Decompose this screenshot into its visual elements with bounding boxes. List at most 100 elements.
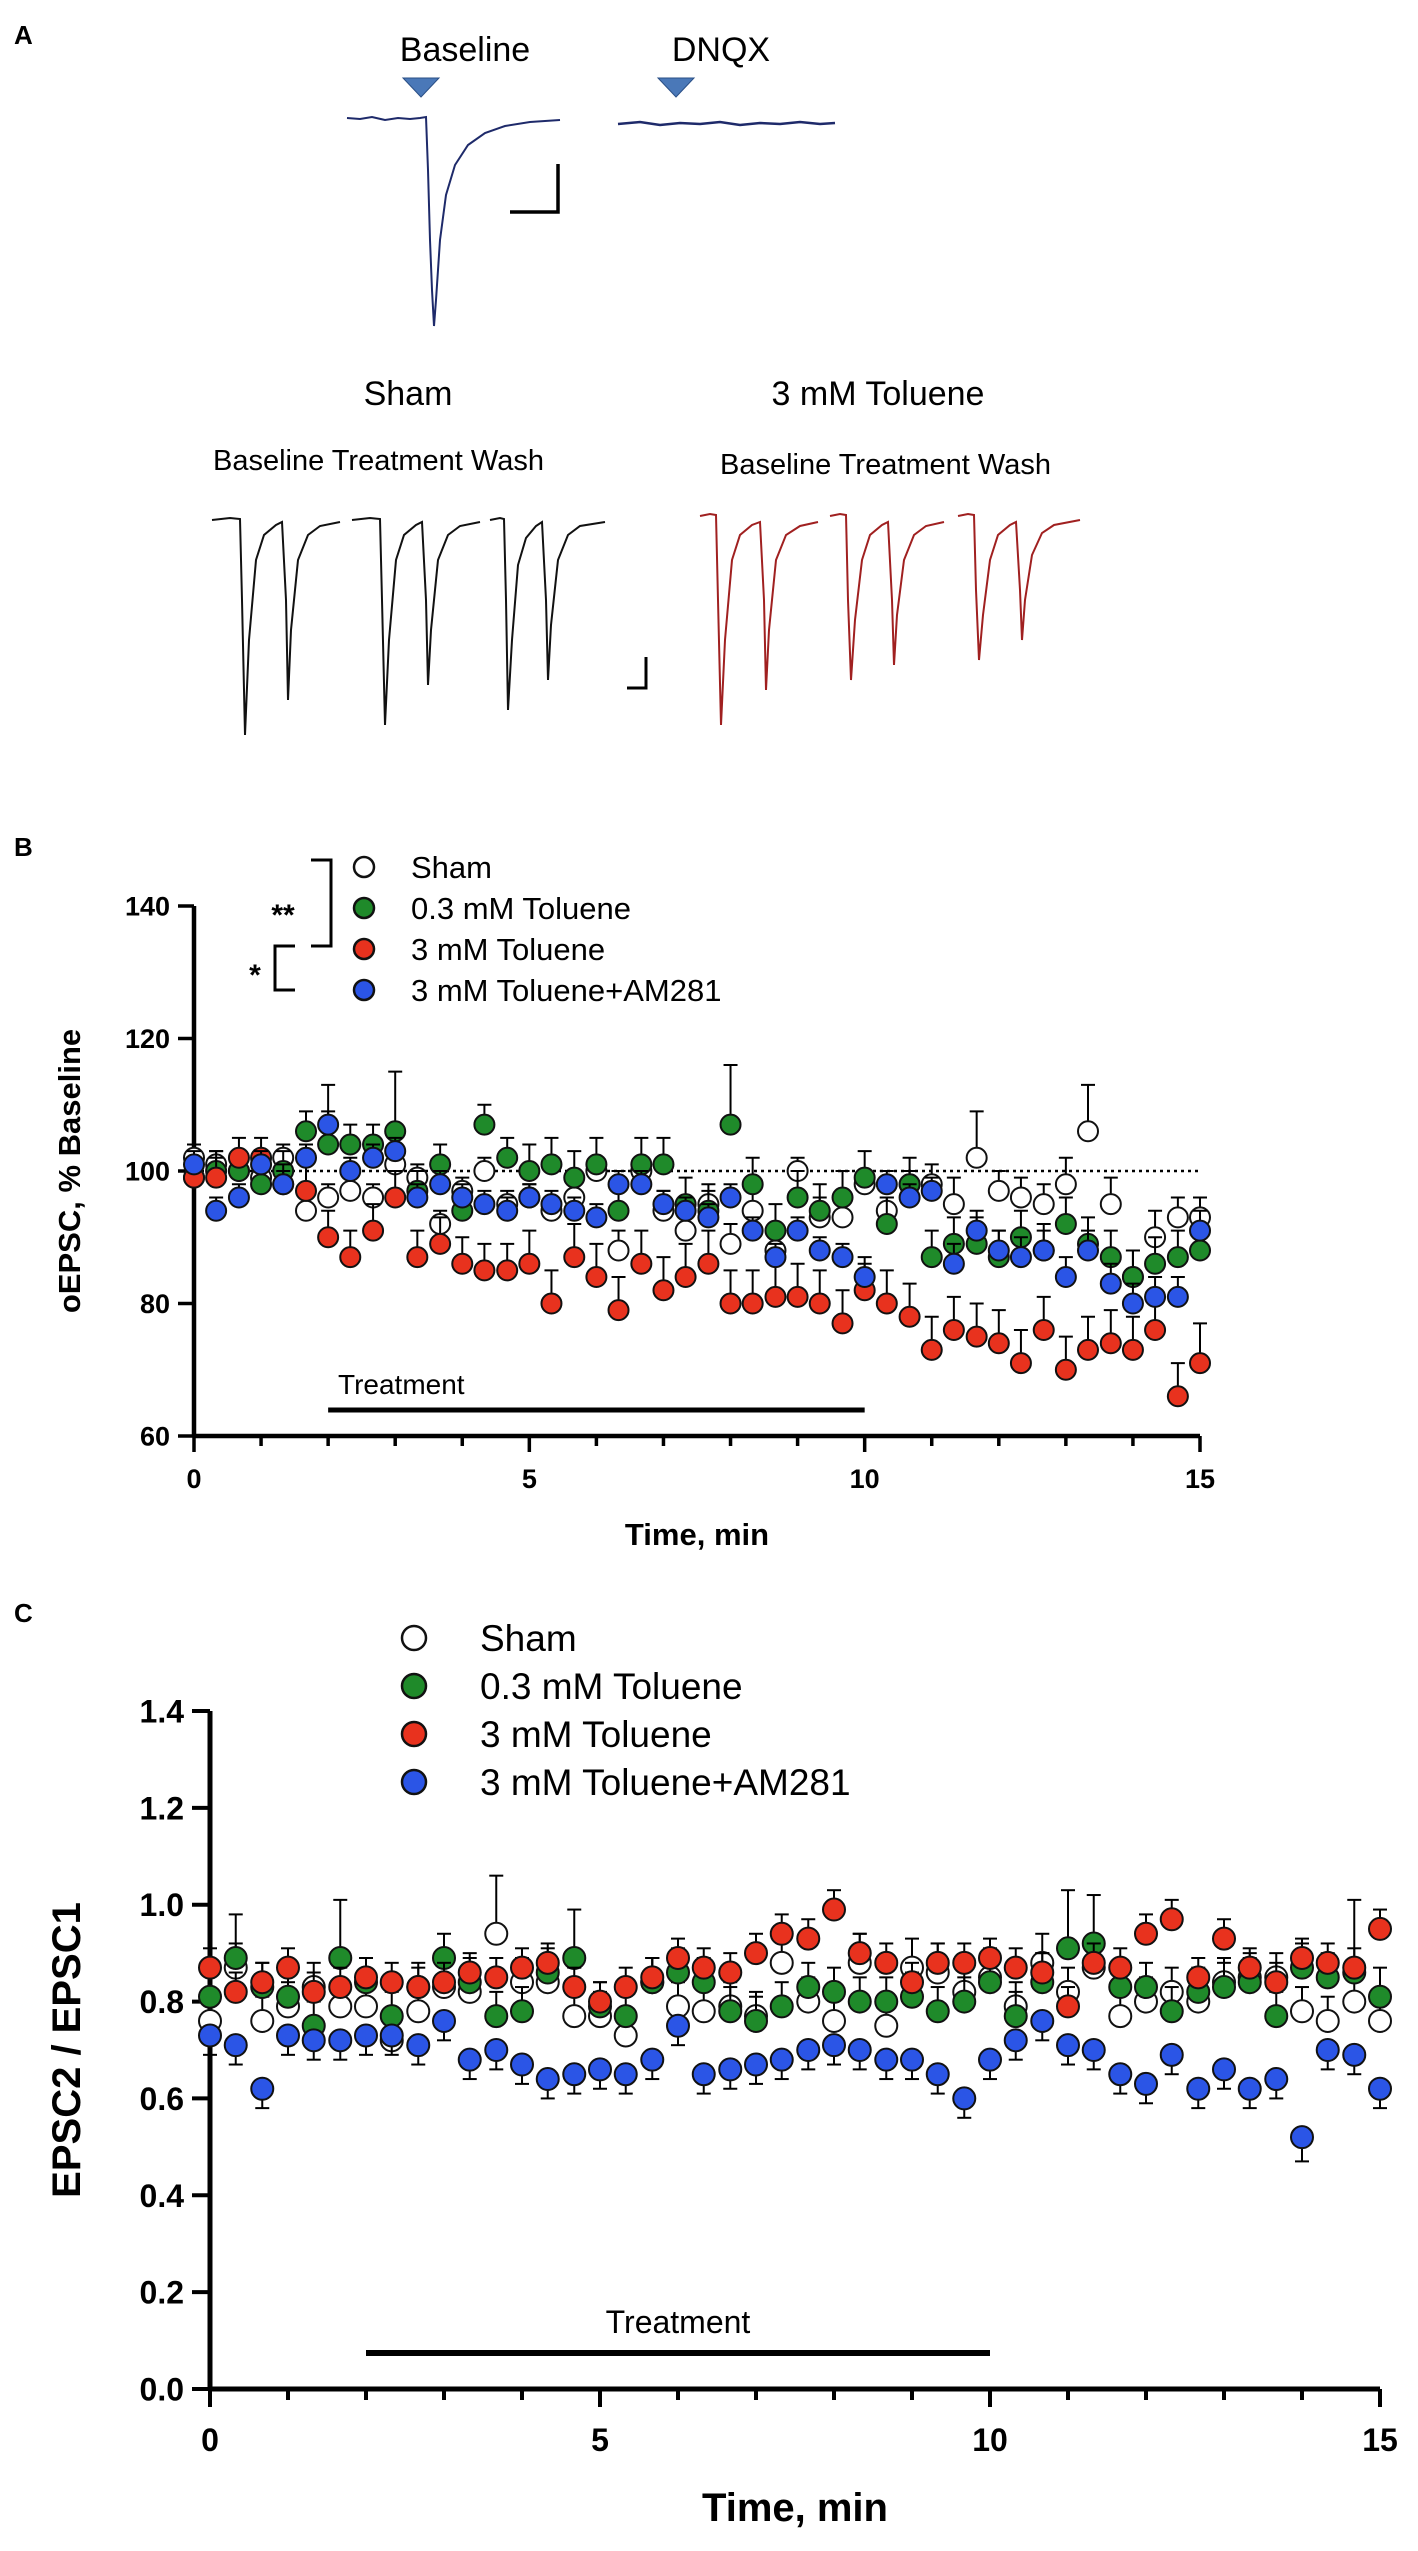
data-point bbox=[718, 2057, 743, 2082]
data-point bbox=[510, 2052, 534, 2077]
data-point bbox=[965, 1219, 988, 1242]
data-point bbox=[652, 1153, 675, 1176]
y-tick-label: 0.2 bbox=[140, 2275, 184, 2311]
data-point bbox=[965, 1146, 988, 1169]
data-point bbox=[1032, 1193, 1055, 1216]
legend-marker-toluene_am281 bbox=[400, 1768, 428, 1796]
legend-marker-toluene_03 bbox=[400, 1672, 428, 1700]
data-point bbox=[510, 1955, 534, 1980]
data-point bbox=[429, 1232, 452, 1255]
data-point bbox=[510, 1999, 534, 2024]
data-point bbox=[847, 2038, 872, 2062]
data-point bbox=[769, 1921, 794, 1946]
data-point bbox=[1009, 1352, 1032, 1375]
x-tick-label: 10 bbox=[850, 1464, 880, 1494]
series-toluene_03 bbox=[183, 1064, 1211, 1288]
y-tick-label: 0.6 bbox=[140, 2081, 184, 2117]
data-point bbox=[874, 1950, 899, 1975]
legend-label-toluene_am281: 3 mM Toluene+AM281 bbox=[411, 973, 721, 1008]
data-point bbox=[847, 1989, 872, 2014]
data-point bbox=[607, 1239, 630, 1262]
data-point bbox=[540, 1193, 563, 1216]
data-point bbox=[339, 1246, 362, 1269]
data-point bbox=[1009, 1246, 1032, 1269]
series-sham bbox=[198, 1874, 1392, 2053]
data-point bbox=[796, 1926, 821, 1951]
data-point bbox=[223, 2033, 248, 2058]
data-point bbox=[406, 1186, 429, 1209]
data-point bbox=[769, 1994, 794, 2019]
significance-label-1: ** bbox=[271, 899, 295, 932]
y-tick-label: 1.0 bbox=[140, 1887, 184, 1923]
data-point bbox=[562, 2062, 587, 2087]
data-point bbox=[362, 1146, 385, 1169]
data-point bbox=[719, 1232, 742, 1255]
data-point bbox=[432, 1970, 456, 1995]
x-tick-label: 10 bbox=[972, 2422, 1008, 2458]
data-point bbox=[588, 2057, 612, 2082]
data-point bbox=[965, 1325, 988, 1348]
sham-traces bbox=[211, 516, 606, 736]
data-point bbox=[769, 2047, 794, 2072]
data-point bbox=[978, 2047, 1002, 2072]
series-toluene_am281 bbox=[183, 1110, 1211, 1315]
data-point bbox=[853, 1266, 876, 1288]
data-point bbox=[473, 1193, 496, 1216]
toluene-sublabels: Baseline Treatment Wash bbox=[720, 449, 1051, 481]
data-point bbox=[853, 1166, 876, 1189]
data-point bbox=[630, 1252, 653, 1275]
data-point bbox=[317, 1186, 340, 1209]
data-point bbox=[925, 1950, 950, 1975]
data-point bbox=[250, 2076, 275, 2101]
panel-c-letter: C bbox=[14, 1598, 33, 1628]
data-point bbox=[1315, 2038, 1340, 2062]
data-point bbox=[898, 1186, 921, 1209]
data-point bbox=[1159, 2042, 1184, 2067]
data-point bbox=[1264, 1970, 1289, 1995]
data-point bbox=[406, 1975, 431, 2000]
y-tick-label: 60 bbox=[140, 1422, 170, 1452]
data-point bbox=[535, 1950, 560, 1975]
data-point bbox=[900, 2047, 924, 2072]
data-point bbox=[1076, 1239, 1099, 1262]
data-point bbox=[1290, 1999, 1314, 2024]
data-point bbox=[562, 1975, 587, 2000]
data-point bbox=[607, 1173, 630, 1196]
data-point bbox=[874, 2047, 899, 2072]
data-point bbox=[535, 2067, 560, 2092]
chart-b-axes: 0 5 10 15 60 80 100 120 140 bbox=[125, 892, 1215, 1494]
data-point bbox=[1003, 2028, 1028, 2053]
x-tick-label: 15 bbox=[1362, 2422, 1398, 2458]
data-point bbox=[1099, 1332, 1122, 1355]
y-tick-label: 0.0 bbox=[140, 2372, 184, 2408]
data-point bbox=[1189, 1219, 1211, 1242]
data-point bbox=[1108, 2062, 1133, 2087]
data-point bbox=[764, 1246, 787, 1269]
toluene-title: 3 mM Toluene bbox=[772, 375, 985, 413]
data-point bbox=[451, 1186, 474, 1209]
data-point bbox=[697, 1252, 720, 1275]
legend-marker-toluene_am281 bbox=[352, 978, 376, 1002]
data-point bbox=[1076, 1338, 1099, 1361]
data-point bbox=[898, 1305, 921, 1328]
data-point bbox=[697, 1206, 720, 1229]
data-point bbox=[328, 2028, 353, 2053]
data-point bbox=[630, 1173, 653, 1196]
data-point bbox=[1009, 1186, 1032, 1209]
data-point bbox=[406, 1999, 431, 2024]
data-point bbox=[1134, 1975, 1158, 2000]
significance-bracket-2 bbox=[273, 944, 295, 992]
panel-a-letter: A bbox=[14, 20, 33, 50]
data-point bbox=[786, 1186, 809, 1209]
data-point bbox=[952, 1989, 977, 2014]
x-tick-label: 15 bbox=[1185, 1464, 1215, 1494]
data-point bbox=[295, 1120, 318, 1143]
data-point bbox=[786, 1219, 809, 1242]
dnqx-trace bbox=[617, 120, 836, 127]
data-point bbox=[607, 1299, 630, 1322]
data-point bbox=[1159, 1907, 1184, 1932]
y-tick-label: 140 bbox=[125, 892, 170, 922]
data-point bbox=[1121, 1338, 1144, 1361]
data-point bbox=[223, 1979, 248, 2004]
